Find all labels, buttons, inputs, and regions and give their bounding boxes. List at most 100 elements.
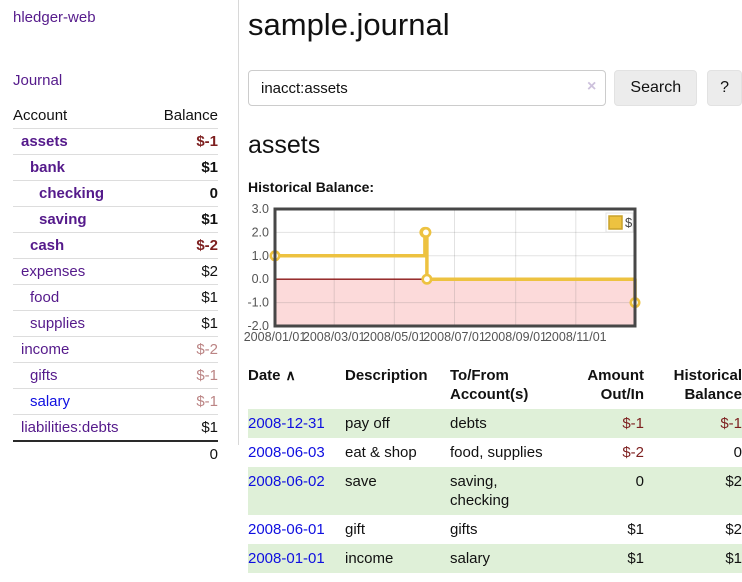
accounts-table: Account Balance assets $-1 bank $1 check… <box>13 103 218 467</box>
register-description-cell: eat & shop <box>345 444 417 461</box>
register-description-cell: gift <box>345 521 366 538</box>
historical-balance-chart[interactable]: $3.0 2.0 1.0 0.0 -1.0 -2.0 2008/01/01 2008/03/0… <box>244 202 742 350</box>
accounts-total-row: 0 <box>13 440 218 467</box>
register-date-link[interactable]: 2008-06-02 <box>248 473 325 490</box>
account-row: gifts $-1 <box>13 362 218 389</box>
accounts-header-account: Account <box>13 107 68 124</box>
accounts-header-row: Account Balance <box>13 103 218 129</box>
nav-journal-link[interactable]: Journal <box>13 72 63 89</box>
account-row: food $1 <box>13 284 218 311</box>
x-tick-label: 2008/01/01 <box>244 330 307 344</box>
register-balance-cell: 0 <box>733 444 742 461</box>
register-row: 2008-06-02 save saving, checking 0 $2 <box>248 467 742 515</box>
register-balance-cell: $-1 <box>720 415 742 432</box>
x-tick-label: 2008/05/01 <box>363 330 426 344</box>
sidebar-divider <box>238 0 239 445</box>
accounts-total-value: 0 <box>148 440 218 467</box>
register-date-link[interactable]: 2008-12-31 <box>248 415 325 432</box>
page-title: sample.journal <box>248 7 450 42</box>
account-link[interactable]: expenses <box>21 263 86 280</box>
register-date-cell: 2008-06-02 <box>248 467 345 515</box>
data-point[interactable] <box>420 226 432 238</box>
sort-ascending-icon: ∧ <box>285 367 296 383</box>
search-button[interactable]: Search <box>614 70 698 106</box>
account-balance: $1 <box>148 284 218 311</box>
search-input[interactable] <box>248 70 607 106</box>
y-tick-label: 2.0 <box>252 225 269 239</box>
account-balance: $1 <box>148 154 218 181</box>
account-link[interactable]: gifts <box>30 367 58 384</box>
account-link[interactable]: supplies <box>30 315 86 332</box>
account-cell: assets <box>13 128 149 155</box>
legend-label: $ <box>625 215 633 230</box>
account-link[interactable]: salary <box>30 393 71 410</box>
accounts-total-spacer <box>13 440 149 467</box>
account-cell: bank <box>13 154 149 181</box>
register-date-link[interactable]: 2008-06-03 <box>248 444 325 461</box>
account-cell: cash <box>13 232 149 259</box>
y-tick-label: 1.0 <box>252 249 269 263</box>
account-row: salary $-1 <box>13 388 218 415</box>
account-cell: supplies <box>13 310 149 337</box>
register-balance-cell: $2 <box>725 521 742 538</box>
register-header-balance: Historical Balance <box>673 367 742 403</box>
register-row: 2008-06-01 gift gifts $1 $2 <box>248 515 742 544</box>
register-description-cell: save <box>345 473 377 490</box>
account-link[interactable]: liabilities:debts <box>21 419 119 436</box>
account-cell: liabilities:debts <box>13 414 149 441</box>
account-cell: saving <box>13 206 149 233</box>
app-title-link[interactable]: hledger-web <box>13 9 96 26</box>
register-header-date[interactable]: Date ∧ <box>248 367 296 384</box>
account-link[interactable]: saving <box>39 211 87 228</box>
register-header-row: Date ∧ Description To/From Account(s) Amo… <box>248 363 742 409</box>
help-button[interactable]: ? <box>707 70 742 106</box>
register-row: 2008-06-03 eat & shop food, supplies $-2… <box>248 438 742 467</box>
data-point[interactable] <box>421 273 433 285</box>
register-date-link[interactable]: 2008-01-01 <box>248 550 325 567</box>
register-description-cell: pay off <box>345 415 390 432</box>
register-date-cell: 2008-12-31 <box>248 409 345 438</box>
register-balance-cell: $1 <box>725 550 742 567</box>
account-link[interactable]: food <box>30 289 60 306</box>
register-header-amount: Amount Out/In <box>587 367 644 403</box>
clear-search-icon[interactable]: × <box>587 78 597 95</box>
register-date-cell: 2008-06-03 <box>248 438 345 467</box>
register-header-accounts: To/From Account(s) <box>450 367 529 403</box>
register-row: 2008-12-31 pay off debts $-1 $-1 <box>248 409 742 438</box>
chart-svg: $3.0 2.0 1.0 0.0 -1.0 -2.02008/01/012008/03/0… <box>244 202 641 344</box>
account-link[interactable]: income <box>21 341 70 358</box>
account-row: assets $-1 <box>13 128 218 155</box>
account-balance: $-2 <box>148 232 218 259</box>
account-balance: 0 <box>148 180 218 207</box>
account-link[interactable]: checking <box>39 185 105 202</box>
register-date-link[interactable]: 2008-06-01 <box>248 521 325 538</box>
account-link[interactable]: bank <box>30 159 66 176</box>
register-row: 2008-01-01 income salary $1 $1 <box>248 544 742 573</box>
x-tick-label: 2008/09/01 <box>484 330 547 344</box>
account-row: liabilities:debts $1 <box>13 414 218 441</box>
account-cell: gifts <box>13 362 149 389</box>
y-tick-label: 3.0 <box>252 202 269 216</box>
account-link[interactable]: cash <box>30 237 65 254</box>
account-balance: $1 <box>148 414 218 441</box>
register-amount-cell: $-2 <box>622 444 644 461</box>
register-accounts-cell: gifts <box>450 521 478 538</box>
x-tick-label: 2008/07/01 <box>423 330 486 344</box>
register-date-cell: 2008-01-01 <box>248 544 345 573</box>
account-cell: income <box>13 336 149 363</box>
register-balance-cell: $2 <box>725 473 742 490</box>
account-balance: $-1 <box>148 388 218 415</box>
register-amount-cell: $1 <box>627 521 644 538</box>
register-amount-cell: $1 <box>627 550 644 567</box>
main-content: sample.journal × Search ? assets Histori… <box>244 0 742 573</box>
register-amount-cell: $-1 <box>622 415 644 432</box>
y-tick-label: -2.0 <box>247 319 269 333</box>
accounts-header-balance: Balance <box>163 107 218 124</box>
account-balance: $1 <box>148 310 218 337</box>
y-tick-label: -1.0 <box>247 296 269 310</box>
y-tick-label: 0.0 <box>252 272 269 286</box>
account-link[interactable]: assets <box>21 133 68 150</box>
search-box: × <box>248 70 607 106</box>
register-description-cell: income <box>345 550 394 567</box>
account-row: supplies $1 <box>13 310 218 337</box>
